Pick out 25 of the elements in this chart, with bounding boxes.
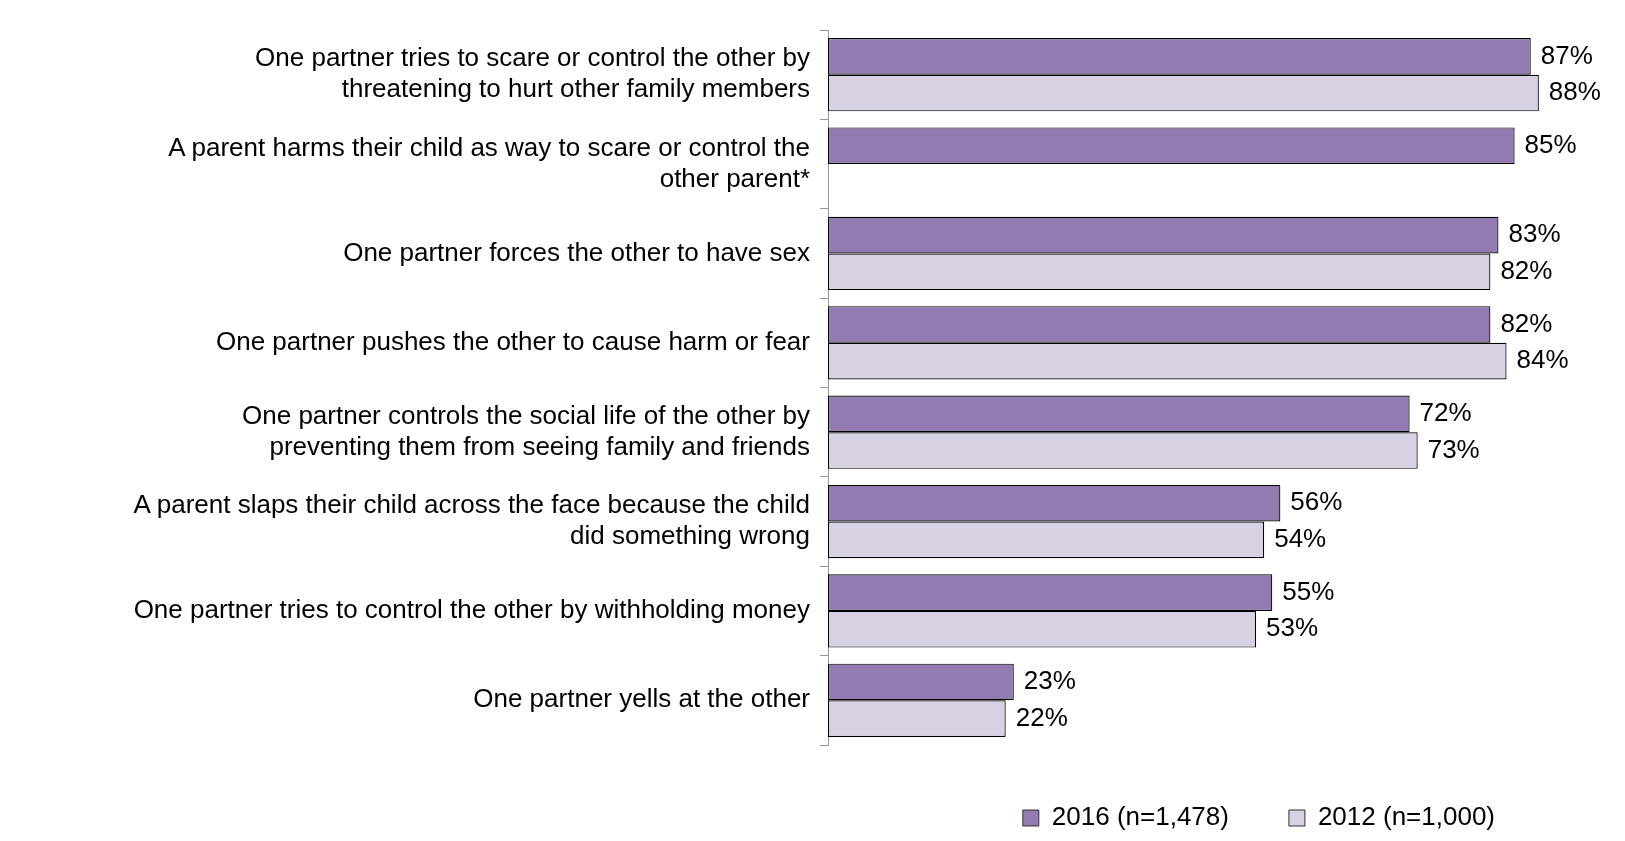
y-tick-label: One partner tries to scare or control the other by threatening to hurt other family members xyxy=(255,42,810,104)
data-label: 88% xyxy=(1548,76,1601,107)
data-label: 84% xyxy=(1516,344,1569,375)
y-tick-label: One partner tries to control the other by withholding money xyxy=(133,594,810,625)
data-label: 73% xyxy=(1427,433,1480,464)
data-label: 72% xyxy=(1419,397,1472,428)
data-label: 53% xyxy=(1266,612,1319,643)
y-tick-label: One partner controls the social life of the other by preventing them from seeing family and friends xyxy=(242,399,810,461)
data-label: 55% xyxy=(1282,575,1335,606)
data-label: 82% xyxy=(1500,254,1553,285)
data-label: 22% xyxy=(1015,701,1068,732)
y-tick-label: A parent harms their child as way to scare or control the other parent* xyxy=(168,131,810,193)
data-label: 87% xyxy=(1540,39,1593,70)
y-tick-label: A parent slaps their child across the face because the child did something wrong xyxy=(133,489,810,551)
data-label: 54% xyxy=(1274,523,1327,554)
data-label: 23% xyxy=(1023,665,1076,696)
legend-label: 2012 (n=1,000) xyxy=(1317,801,1496,832)
legend-label: 2016 (n=1,478) xyxy=(1051,801,1229,832)
data-label: 56% xyxy=(1290,486,1343,517)
y-tick-label: One partner forces the other to have sex xyxy=(343,236,810,267)
data-label: 83% xyxy=(1508,218,1561,249)
y-tick-label: One partner pushes the other to cause harm or fear xyxy=(215,325,811,356)
y-tick-label: One partner yells at the other xyxy=(473,683,811,714)
data-label: 85% xyxy=(1524,128,1577,159)
data-label: 82% xyxy=(1500,307,1553,338)
